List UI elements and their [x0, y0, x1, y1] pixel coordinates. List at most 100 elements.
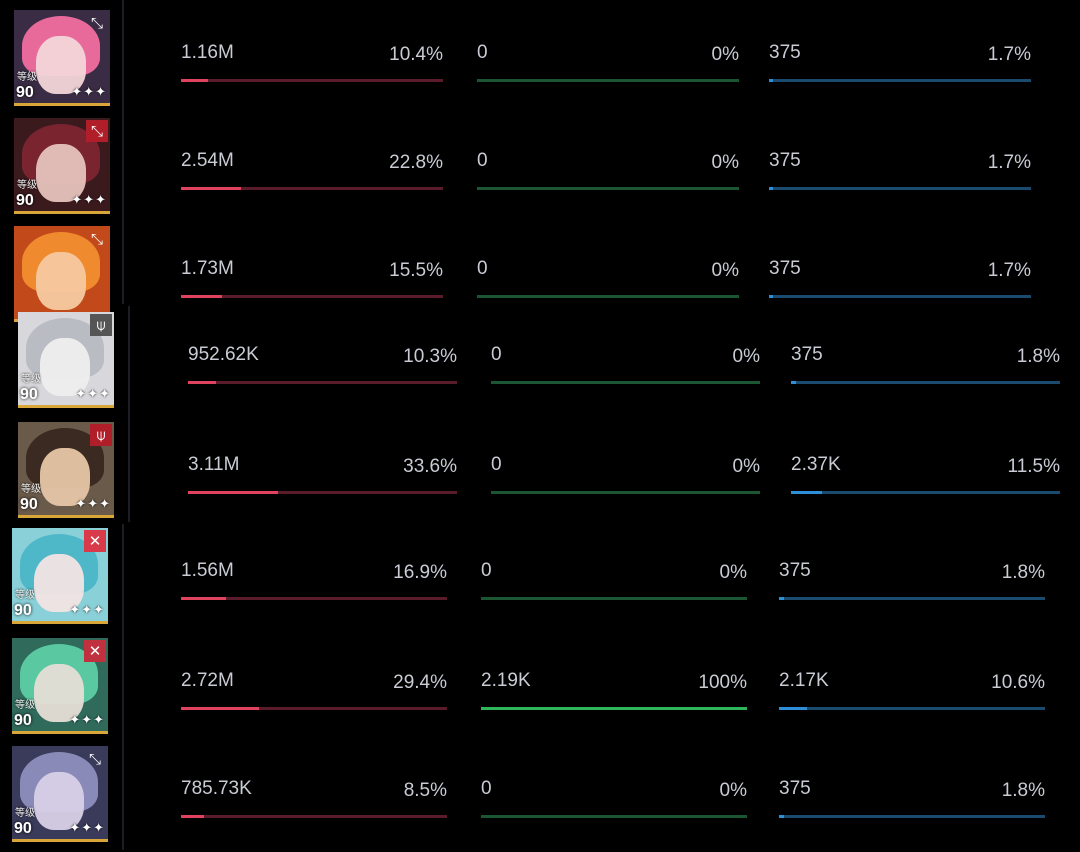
damage-bar-track	[181, 815, 447, 818]
heal-percent: 0%	[732, 456, 760, 477]
character-row: ⤡ 等级 90 ✦✦✦ 785.73K 8.5% 0 0% 375 1.8%	[0, 746, 1080, 852]
shield-stat: 375 1.7%	[769, 42, 1031, 82]
heal-value: 0	[481, 560, 492, 581]
damage-bar-track	[181, 295, 443, 298]
star-rating: ✦✦✦	[69, 712, 105, 727]
level-label: 等级	[15, 700, 35, 711]
heal-value: 0	[491, 344, 502, 365]
character-row: ✕ 等级 90 ✦✦✦ 2.72M 29.4% 2.19K 100% 2.17K 10.6%	[0, 638, 1080, 744]
damage-percent: 33.6%	[403, 456, 457, 477]
damage-value: 3.11M	[188, 454, 240, 475]
level-value: 90	[16, 84, 34, 101]
shield-value: 375	[769, 42, 801, 63]
shield-bar-fill	[769, 79, 774, 82]
damage-percent: 10.3%	[403, 346, 457, 367]
damage-bar-track	[188, 491, 457, 494]
damage-percent: 29.4%	[393, 672, 447, 693]
damage-value: 952.62K	[188, 344, 259, 365]
bow-icon: ⤡	[88, 750, 101, 768]
shield-bar-track	[791, 381, 1060, 384]
heal-value: 0	[477, 150, 488, 171]
staff-icon: ⍦	[90, 424, 112, 446]
shield-value: 375	[779, 778, 811, 799]
star-rating: ✦✦✦	[69, 602, 105, 617]
damage-bar-fill	[181, 597, 226, 600]
damage-percent: 16.9%	[393, 562, 447, 583]
heal-bar-track	[477, 79, 739, 82]
shield-bar-fill	[769, 295, 774, 298]
level-value: 90	[16, 192, 34, 209]
damage-stat: 1.56M 16.9%	[181, 560, 447, 600]
shield-value: 2.17K	[779, 670, 829, 691]
shield-bar-track	[769, 295, 1031, 298]
heal-bar-track	[491, 491, 760, 494]
heal-stat: 0 0%	[491, 454, 760, 494]
shield-percent: 1.8%	[1016, 346, 1060, 367]
star-rating: ✦✦✦	[71, 84, 107, 99]
damage-value: 1.56M	[181, 560, 234, 581]
damage-value: 1.16M	[181, 42, 234, 63]
character-portrait[interactable]: ⤡ 等级 90 ✦✦✦	[14, 118, 110, 214]
bow-icon: ⤡	[90, 230, 103, 248]
level-label: 等级	[17, 180, 37, 191]
heal-percent: 0%	[711, 260, 739, 281]
heal-stat: 0 0%	[477, 42, 739, 82]
damage-bar-fill	[181, 707, 260, 710]
character-portrait[interactable]: ⍦ 等级 90 ✦✦✦	[18, 312, 114, 408]
group-divider	[122, 524, 124, 850]
damage-bar-fill	[181, 815, 204, 818]
damage-bar-track	[188, 381, 457, 384]
shield-percent: 11.5%	[1007, 456, 1060, 477]
bow-icon: ⤡	[90, 14, 103, 32]
heal-value: 0	[477, 258, 488, 279]
swords-icon: ✕	[84, 640, 106, 662]
heal-percent: 0%	[711, 152, 739, 173]
damage-bar-track	[181, 79, 443, 82]
level-label: 等级	[15, 590, 35, 601]
character-portrait[interactable]: ⤡ 等级 90 ✦✦✦	[14, 10, 110, 106]
heal-stat: 0 0%	[481, 560, 747, 600]
level-label: 等级	[17, 72, 37, 83]
heal-stat: 0 0%	[477, 150, 739, 190]
shield-bar-fill	[769, 187, 774, 190]
damage-stat: 952.62K 10.3%	[188, 344, 457, 384]
heal-bar-track	[477, 187, 739, 190]
heal-bar-track	[481, 707, 747, 710]
character-portrait[interactable]: ✕ 等级 90 ✦✦✦	[12, 528, 108, 624]
character-portrait[interactable]: ⤡ 等级 90 ✦✦✦	[12, 746, 108, 842]
damage-value: 2.72M	[181, 670, 234, 691]
heal-percent: 0%	[711, 44, 739, 65]
character-portrait[interactable]: ⤡	[14, 226, 110, 322]
damage-stat: 785.73K 8.5%	[181, 778, 447, 818]
heal-value: 0	[481, 778, 492, 799]
shield-stat: 2.17K 10.6%	[779, 670, 1045, 710]
character-row: ⤡ 等级 90 ✦✦✦ 1.16M 10.4% 0 0% 375 1.7%	[0, 10, 1080, 116]
character-portrait[interactable]: ⍦ 等级 90 ✦✦✦	[18, 422, 114, 518]
heal-percent: 0%	[732, 346, 760, 367]
star-rating: ✦✦✦	[75, 496, 111, 511]
damage-value: 785.73K	[181, 778, 252, 799]
bow-icon: ⤡	[86, 120, 108, 142]
portrait-face-art	[34, 772, 84, 830]
heal-bar-track	[481, 815, 747, 818]
portrait-face-art	[34, 664, 84, 722]
shield-value: 375	[779, 560, 811, 581]
heal-stat: 2.19K 100%	[481, 670, 747, 710]
shield-percent: 1.8%	[1001, 780, 1045, 801]
shield-percent: 1.8%	[1001, 562, 1045, 583]
shield-bar-track	[791, 491, 1060, 494]
heal-percent: 100%	[698, 672, 747, 693]
level-value: 90	[20, 496, 38, 513]
character-portrait[interactable]: ✕ 等级 90 ✦✦✦	[12, 638, 108, 734]
heal-bar-track	[477, 295, 739, 298]
damage-bar-track	[181, 597, 447, 600]
shield-percent: 10.6%	[991, 672, 1045, 693]
damage-stat: 1.16M 10.4%	[181, 42, 443, 82]
shield-bar-fill	[791, 381, 796, 384]
shield-stat: 375 1.8%	[779, 560, 1045, 600]
damage-percent: 22.8%	[389, 152, 443, 173]
shield-value: 2.37K	[791, 454, 841, 475]
shield-bar-track	[779, 597, 1045, 600]
portrait-face-art	[36, 252, 86, 310]
shield-bar-fill	[779, 597, 784, 600]
